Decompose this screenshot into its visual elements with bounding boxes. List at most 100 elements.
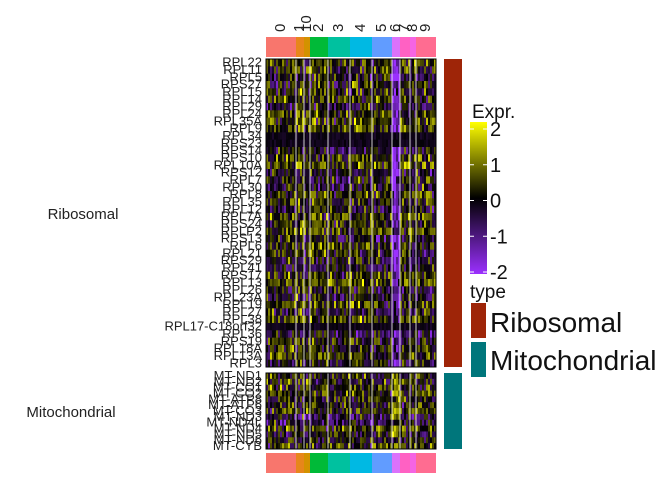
heatmap-cell xyxy=(276,330,279,339)
heatmap-cell xyxy=(374,384,377,391)
heatmap-cell xyxy=(326,59,329,67)
heatmap-cell xyxy=(414,242,417,251)
heatmap-cell xyxy=(322,147,325,155)
heatmap-cell xyxy=(352,378,355,386)
heatmap-cell xyxy=(426,227,429,236)
heatmap-cell xyxy=(336,330,339,339)
heatmap-cell xyxy=(350,337,353,346)
heatmap-cell xyxy=(402,95,405,104)
heatmap-cell xyxy=(314,249,317,258)
heatmap-cell xyxy=(378,191,381,199)
heatmap-cell xyxy=(318,125,321,133)
heatmap-cell xyxy=(304,431,307,438)
heatmap-cell xyxy=(330,408,333,415)
heatmap-cell xyxy=(316,88,319,97)
heatmap-cell xyxy=(404,125,407,133)
heatmap-cell xyxy=(324,161,327,170)
heatmap-cell xyxy=(298,271,301,280)
heatmap-cell xyxy=(326,227,329,236)
heatmap-cell xyxy=(404,139,407,148)
heatmap-cell xyxy=(358,66,361,75)
heatmap-cell xyxy=(346,88,349,97)
heatmap-cell xyxy=(300,139,303,148)
heatmap-cell xyxy=(326,402,329,409)
heatmap-cell xyxy=(340,183,343,192)
heatmap-cell xyxy=(402,413,405,421)
heatmap-cell xyxy=(270,73,273,82)
type-legend-title: type xyxy=(470,282,506,303)
heatmap-cell xyxy=(330,264,333,273)
heatmap-cell xyxy=(404,257,407,265)
expr-tick-label: -1 xyxy=(490,226,508,248)
heatmap-cell xyxy=(302,293,305,302)
heatmap-cell xyxy=(362,110,365,119)
heatmap-cell xyxy=(312,378,315,386)
heatmap-cell xyxy=(340,73,343,82)
heatmap-cell xyxy=(276,191,279,199)
gene-label: RPL8 xyxy=(229,187,262,202)
heatmap-cell xyxy=(426,235,429,243)
heatmap-cell xyxy=(424,286,427,295)
gene-label: MT-ND4L xyxy=(206,415,262,430)
heatmap-cell xyxy=(304,330,307,339)
heatmap-cell xyxy=(300,419,303,427)
heatmap-cell xyxy=(378,402,381,409)
heatmap-cell xyxy=(402,408,405,415)
heatmap-cell xyxy=(312,235,315,243)
heatmap-cell xyxy=(306,220,309,229)
heatmap-cell xyxy=(300,425,303,432)
heatmap-cell xyxy=(268,213,271,221)
heatmap-cell xyxy=(306,169,309,177)
heatmap-cell xyxy=(282,103,285,111)
heatmap-cell xyxy=(312,437,315,444)
heatmap-cell xyxy=(352,390,355,397)
heatmap-cell xyxy=(400,408,403,415)
heatmap-cell xyxy=(288,95,291,104)
heatmap-cell xyxy=(412,359,415,368)
heatmap-cell xyxy=(282,352,285,361)
cluster-bar-top-4 xyxy=(350,37,372,57)
heatmap-cell xyxy=(282,390,285,397)
heatmap-cell xyxy=(336,384,339,391)
heatmap-cell xyxy=(316,125,319,133)
heatmap-cell xyxy=(336,408,339,415)
heatmap-cell xyxy=(288,437,291,444)
heatmap-cell xyxy=(412,205,415,214)
heatmap-cell xyxy=(356,132,359,141)
heatmap-cell xyxy=(398,330,401,339)
gene-label: RPS17 xyxy=(221,267,262,282)
heatmap-cell xyxy=(384,81,387,89)
heatmap-cell xyxy=(288,249,291,258)
heatmap-cell xyxy=(286,73,289,82)
heatmap-cell xyxy=(298,147,301,155)
heatmap-cell xyxy=(380,345,383,353)
heatmap-cell xyxy=(352,257,355,265)
heatmap-cell xyxy=(280,279,283,287)
heatmap-cell xyxy=(416,73,419,82)
heatmap-cell xyxy=(282,73,285,82)
heatmap-cell xyxy=(400,257,403,265)
heatmap-cell xyxy=(328,235,331,243)
heatmap-cell xyxy=(432,257,435,265)
heatmap-cell xyxy=(292,271,295,280)
heatmap-cell xyxy=(296,242,299,251)
heatmap-cell xyxy=(370,301,373,309)
heatmap-cell xyxy=(360,205,363,214)
heatmap-cell xyxy=(374,176,377,185)
heatmap-cell xyxy=(340,147,343,155)
heatmap-cell xyxy=(306,301,309,309)
heatmap-cell xyxy=(294,286,297,295)
heatmap-cell xyxy=(310,249,313,258)
cluster-label-4: 4 xyxy=(352,24,369,32)
heatmap-cell xyxy=(368,249,371,258)
heatmap-cell xyxy=(402,117,405,126)
heatmap-cell xyxy=(342,191,345,199)
heatmap-cell xyxy=(394,293,397,302)
heatmap-cell xyxy=(292,227,295,236)
heatmap-cell xyxy=(390,213,393,221)
heatmap-cell xyxy=(390,154,393,163)
heatmap-cell xyxy=(346,176,349,185)
heatmap-cell xyxy=(384,337,387,346)
heatmap-cell xyxy=(356,264,359,273)
heatmap-cell xyxy=(286,103,289,111)
